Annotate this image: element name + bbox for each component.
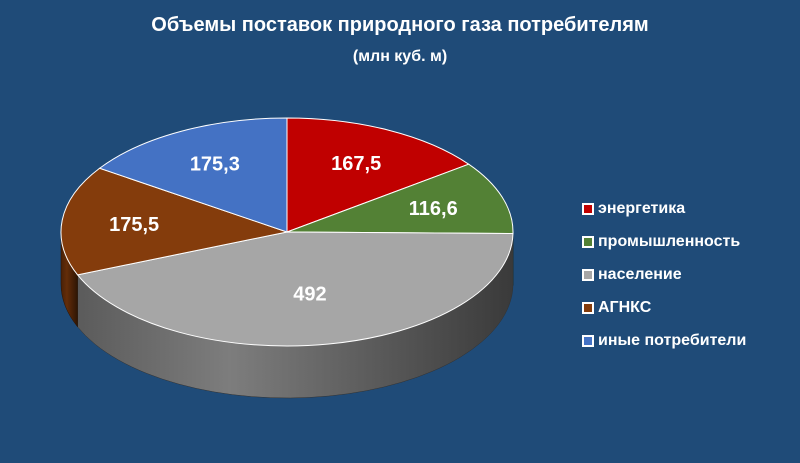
legend-label: промышленность [598, 232, 741, 250]
legend-label: энергетика [598, 199, 686, 217]
data-label-agnks: 175,5 [109, 214, 159, 236]
slice-other [98, 117, 288, 233]
chart-title: Объемы поставок природного газа потребит… [151, 14, 649, 36]
legend-item-population: население [582, 258, 746, 291]
legend-swatch [582, 334, 594, 347]
slice-industry [286, 163, 514, 235]
slice-population [76, 231, 514, 347]
data-label-population: 492 [293, 284, 326, 306]
legend-item-agnks: АГНКС [582, 291, 746, 324]
legend-item-other: иные потребители [582, 324, 746, 357]
legend-label: иные потребители [598, 331, 747, 349]
legend: энергетика промышленность население АГНК… [582, 192, 746, 357]
legend-swatch [582, 301, 594, 314]
data-label-other: 175,3 [190, 154, 240, 176]
data-label-energy: 167,5 [331, 153, 381, 175]
slice-agnks [60, 167, 289, 276]
chart-subtitle: (млн куб. м) [352, 48, 448, 65]
legend-label: АГНКС [598, 298, 652, 316]
legend-item-industry: промышленность [582, 225, 746, 258]
data-label-industry: 116,6 [409, 198, 458, 220]
legend-swatch [582, 202, 594, 215]
legend-label: население [598, 265, 682, 283]
legend-swatch [582, 235, 594, 248]
legend-swatch [582, 268, 594, 281]
slice-energy [286, 117, 470, 233]
legend-item-energy: энергетика [582, 192, 746, 225]
